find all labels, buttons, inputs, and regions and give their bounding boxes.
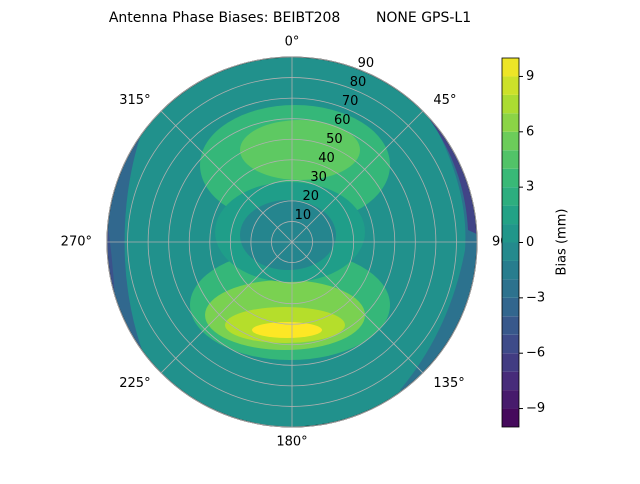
r-tick-label: 30 (310, 170, 327, 185)
theta-tick-label: 225° (119, 376, 150, 391)
colorbar-tick-label: −3 (526, 290, 545, 305)
colorbar-band (502, 260, 519, 280)
colorbar-band (502, 205, 519, 225)
theta-tick-label: 135° (433, 376, 464, 391)
colorbar-band (502, 334, 519, 354)
colorbar-band (502, 76, 519, 95)
colorbar-band (502, 150, 519, 169)
contour-region (240, 200, 336, 270)
colorbar-band (502, 371, 519, 391)
contour-region (240, 120, 360, 180)
colorbar-label: Bias (mm) (555, 209, 570, 276)
r-tick-label: 20 (303, 189, 320, 204)
grid-spoke (291, 241, 424, 374)
colorbar-tick-label: 0 (526, 235, 534, 250)
theta-tick-label: 45° (433, 93, 456, 108)
colorbar-tick-label: 3 (526, 180, 534, 195)
grid-spoke (160, 110, 293, 243)
colorbar-band (502, 353, 519, 372)
colorbar-band (502, 131, 519, 151)
colorbar-tick-label: 9 (526, 69, 534, 84)
theta-tick-label: 180° (276, 435, 307, 450)
contour-region (252, 322, 322, 338)
theta-tick-label: 0° (285, 35, 300, 50)
r-tick-label: 10 (295, 208, 312, 223)
colorbar-band (502, 113, 519, 132)
grid-spoke (160, 241, 293, 374)
chart-title: Antenna Phase Biases: BEIBT208 NONE GPS-… (109, 10, 471, 26)
colorbar-band (502, 297, 519, 317)
colorbar-band (502, 408, 519, 427)
colorbar-band (502, 316, 519, 335)
colorbar-band (502, 94, 519, 114)
r-tick-label: 90 (358, 56, 375, 71)
colorbar-band (502, 390, 519, 409)
r-tick-label: 80 (350, 75, 367, 90)
colorbar-band (502, 279, 519, 298)
r-tick-label: 70 (342, 94, 359, 109)
r-tick-label: 40 (318, 151, 335, 166)
colorbar-band (502, 168, 519, 188)
colorbar-band (502, 242, 519, 261)
colorbar-tick-label: 6 (526, 124, 534, 139)
colorbar-tick-label: −9 (526, 401, 545, 416)
r-tick-label: 60 (334, 113, 351, 128)
colorbar-band (502, 187, 519, 206)
theta-tick-label: 270° (61, 235, 92, 250)
r-tick-label: 50 (326, 132, 343, 147)
theta-tick-label: 315° (119, 93, 150, 108)
grid-spoke (291, 110, 424, 243)
colorbar-tick-label: −6 (526, 346, 545, 361)
colorbar-band (502, 58, 519, 77)
colorbar-band (502, 224, 519, 243)
